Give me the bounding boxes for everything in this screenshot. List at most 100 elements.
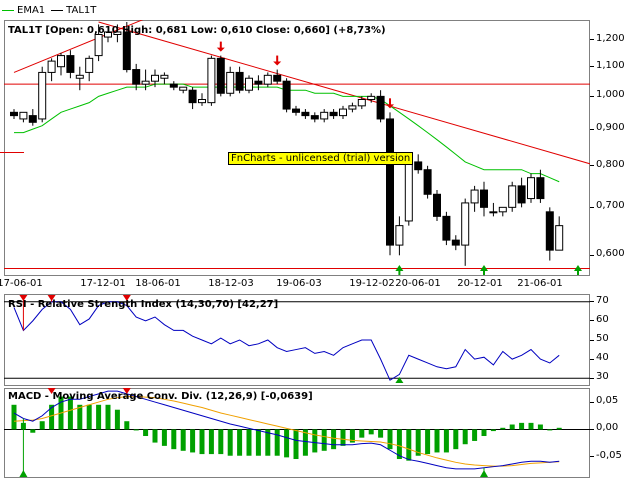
macd-histogram-bar (105, 404, 111, 430)
candle-body (10, 111, 18, 117)
price-x-tick-label: 19-12-02 (349, 278, 395, 289)
candle-body (423, 169, 432, 195)
legend-label-tal1t: TAL1T (66, 4, 97, 16)
price-y-tick-label: 0,600 (596, 248, 625, 260)
candle-body (357, 98, 366, 107)
candle-body (489, 211, 498, 214)
candle-body (301, 111, 310, 117)
price-chart-svg[interactable] (4, 20, 590, 276)
candle-body (57, 55, 65, 68)
macd-histogram-bar (274, 429, 280, 456)
candle-body (386, 118, 394, 246)
macd-histogram-bar (293, 429, 299, 460)
candle-body (169, 83, 178, 88)
macd-y-tick-mark (590, 428, 594, 430)
macd-histogram-bar (302, 429, 308, 456)
candle-body (442, 215, 451, 241)
price-x-tick-label: 18-12-03 (208, 278, 254, 289)
price-x-tick-label: 20-06-01 (395, 278, 441, 289)
price-x-tick-label: 17-06-01 (0, 278, 43, 289)
macd-histogram-bar (246, 429, 252, 456)
macd-signal-line (13, 396, 560, 467)
macd-histogram-bar (528, 422, 534, 430)
candle-body (348, 105, 357, 110)
price-x-tick-label: 19-06-03 (276, 278, 322, 289)
candle-body (160, 74, 169, 79)
price-y-tick-label: 0,700 (596, 200, 625, 212)
macd-histogram-bar (443, 429, 449, 453)
macd-histogram-bar (537, 424, 543, 430)
candle-body (273, 74, 282, 82)
macd-histogram-bar (218, 429, 224, 455)
rsi-panel[interactable] (4, 294, 590, 386)
macd-histogram-bar (556, 427, 562, 430)
macd-histogram-bar (462, 429, 468, 445)
macd-histogram-bar (396, 429, 402, 460)
macd-histogram-bar (152, 429, 158, 443)
price-panel[interactable] (4, 20, 590, 276)
rsi-y-tick-mark (590, 339, 594, 341)
macd-chart-svg[interactable] (4, 388, 590, 478)
macd-histogram-bar (425, 429, 431, 455)
macd-histogram-bar (378, 429, 384, 438)
legend: EMA1 TAL1T (2, 3, 102, 17)
price-y-tick-mark (590, 39, 594, 41)
macd-histogram-bar (519, 422, 525, 430)
legend-swatch-tal1t (51, 9, 64, 11)
macd-histogram-bar (312, 429, 318, 453)
candle-body (19, 111, 28, 120)
macd-histogram-bar (415, 429, 421, 456)
macd-histogram-bar (237, 429, 243, 456)
rsi-line (13, 301, 560, 381)
rsi-y-tick-label: 40 (596, 352, 609, 364)
trial-watermark: FnCharts - unlicensed (trial) version (228, 152, 414, 165)
rsi-buy-signal-arrow (395, 377, 404, 383)
macd-histogram-bar (255, 429, 261, 456)
macd-buy-signal-arrow (19, 470, 28, 477)
rsi-sell-signal-arrow (47, 295, 56, 301)
price-y-tick-label: 1,200 (596, 32, 625, 44)
rsi-y-tick-label: 60 (596, 313, 609, 325)
rsi-y-tick-mark (590, 358, 594, 360)
macd-histogram-bar (161, 429, 167, 446)
macd-histogram-bar (349, 429, 355, 443)
rsi-y-tick-label: 30 (596, 371, 609, 383)
price-x-tick-label: 20-12-01 (457, 278, 503, 289)
trendline (98, 21, 590, 165)
candle-body (263, 74, 272, 85)
candle-body (329, 111, 338, 117)
candle-body (404, 161, 413, 222)
candle-body (451, 239, 460, 246)
price-y-tick-label: 1,000 (596, 89, 625, 101)
macd-histogram-bar (49, 404, 55, 430)
price-x-tick-label: 21-06-01 (517, 278, 563, 289)
sell-signal-arrow (386, 104, 394, 109)
price-y-tick-mark (590, 254, 594, 256)
candle-body (367, 95, 376, 100)
candle-body (94, 33, 103, 57)
candle-body (527, 177, 535, 200)
candle-body (395, 225, 404, 246)
candle-body (545, 211, 554, 251)
legend-item-ema[interactable]: EMA1 (2, 5, 45, 16)
rsi-y-tick-mark (590, 301, 594, 303)
candle-body (310, 115, 319, 120)
macd-y-tick-mark (590, 456, 594, 458)
price-panel-title: TAL1T [Open: 0,610 High: 0,681 Low: 0,61… (8, 25, 386, 36)
macd-histogram-bar (359, 429, 365, 438)
candle-body (75, 74, 84, 79)
candle-body (113, 31, 122, 35)
candle-body (555, 225, 564, 251)
candle-body (339, 108, 347, 117)
candle-body (461, 202, 470, 246)
macd-histogram-bar (265, 429, 271, 456)
legend-item-tal1t[interactable]: TAL1T (51, 5, 96, 16)
macd-y-tick-mark (590, 401, 594, 403)
price-y-tick-mark (590, 165, 594, 167)
candle-body (188, 89, 197, 104)
rsi-chart-svg[interactable] (4, 294, 590, 386)
macd-histogram-bar (509, 424, 515, 430)
macd-histogram-bar (124, 421, 130, 430)
candle-body (47, 60, 56, 73)
macd-histogram-bar (490, 429, 496, 432)
